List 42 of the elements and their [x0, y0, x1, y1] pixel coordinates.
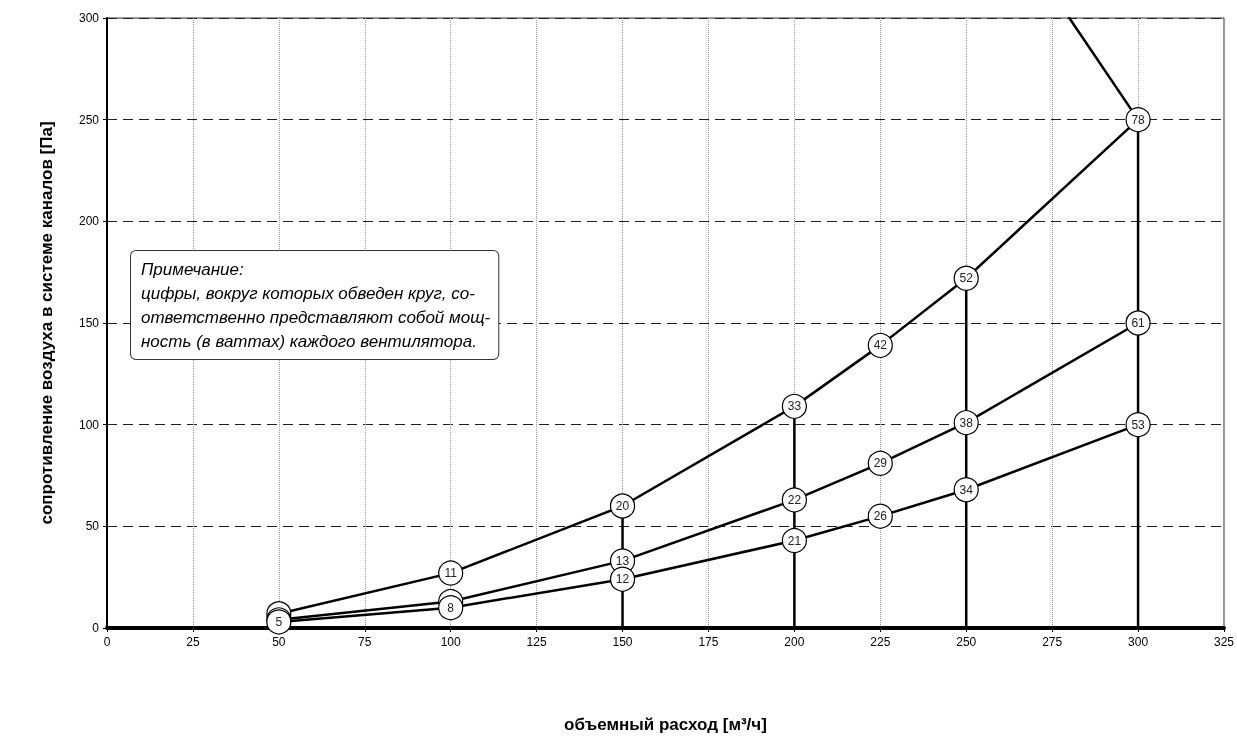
y-axis-title: сопротивление воздуха в системе каналов [Па] — [37, 121, 56, 525]
annotation: 13 — [615, 553, 630, 568]
y-tick-label: 0 — [92, 621, 100, 635]
annotation: 34 — [959, 482, 974, 497]
x-tick-label: 100 — [440, 635, 462, 649]
y-tick-label: 150 — [78, 316, 100, 330]
annotation: 22 — [787, 492, 802, 507]
annotation: 21 — [787, 533, 802, 548]
x-tick-label: 75 — [358, 635, 372, 649]
x-tick-label: 150 — [612, 635, 633, 649]
y-tick-label: 50 — [85, 519, 100, 534]
y-tick-label: 300 — [78, 11, 100, 25]
x-tick-label: 225 — [870, 635, 891, 649]
annotation: 5 — [275, 614, 283, 629]
x-tick-label: 175 — [698, 635, 719, 649]
annotation: 52 — [959, 271, 974, 286]
y-tick-label: 200 — [78, 214, 100, 229]
annotation: 11 — [444, 566, 458, 581]
x-tick-label: 25 — [186, 635, 200, 649]
annotation: 12 — [615, 572, 630, 587]
annotation: 42 — [873, 338, 888, 353]
y-tick-label: 250 — [78, 112, 100, 127]
x-tick-label: 300 — [1128, 635, 1149, 649]
x-tick-label: 250 — [956, 635, 977, 649]
annotation: 8 — [447, 600, 455, 615]
annotation: 20 — [615, 499, 630, 513]
annotation: 33 — [787, 399, 802, 414]
annotation: 26 — [873, 509, 888, 524]
x-tick-label: 0 — [103, 635, 111, 649]
x-tick-label: 125 — [526, 635, 547, 649]
annotation: Примечание: цифры, вокруг которых обведен круг, со- ответственно представляют собой мощ- ность (в ваттах) каждого вентилятора. — [141, 259, 491, 351]
annotation: 38 — [959, 415, 974, 430]
annotation: 78 — [1131, 112, 1146, 127]
annotation: 53 — [1131, 417, 1146, 432]
y-tick-label: 100 — [78, 417, 100, 432]
x-tick-label: 325 — [1213, 635, 1235, 649]
x-axis-title: объемный расход [м³/ч] — [564, 715, 767, 734]
x-tick-label: 50 — [272, 635, 286, 649]
x-tick-label: 200 — [784, 635, 805, 649]
x-tick-label: 275 — [1042, 635, 1063, 649]
annotation: 61 — [1131, 316, 1146, 330]
annotation: 29 — [873, 456, 888, 471]
